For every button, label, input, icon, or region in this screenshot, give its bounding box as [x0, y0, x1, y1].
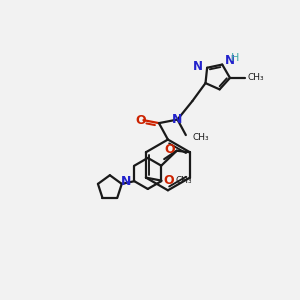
Text: CH₃: CH₃: [248, 74, 265, 82]
Text: CH₃: CH₃: [175, 176, 192, 185]
Text: O: O: [136, 114, 146, 127]
Text: N: N: [172, 113, 183, 126]
Text: N: N: [120, 175, 131, 188]
Text: N: N: [225, 55, 235, 68]
Text: N: N: [193, 60, 203, 73]
Text: O: O: [163, 174, 174, 187]
Text: O: O: [165, 143, 175, 156]
Text: H: H: [231, 53, 239, 63]
Text: CH₃: CH₃: [192, 133, 209, 142]
